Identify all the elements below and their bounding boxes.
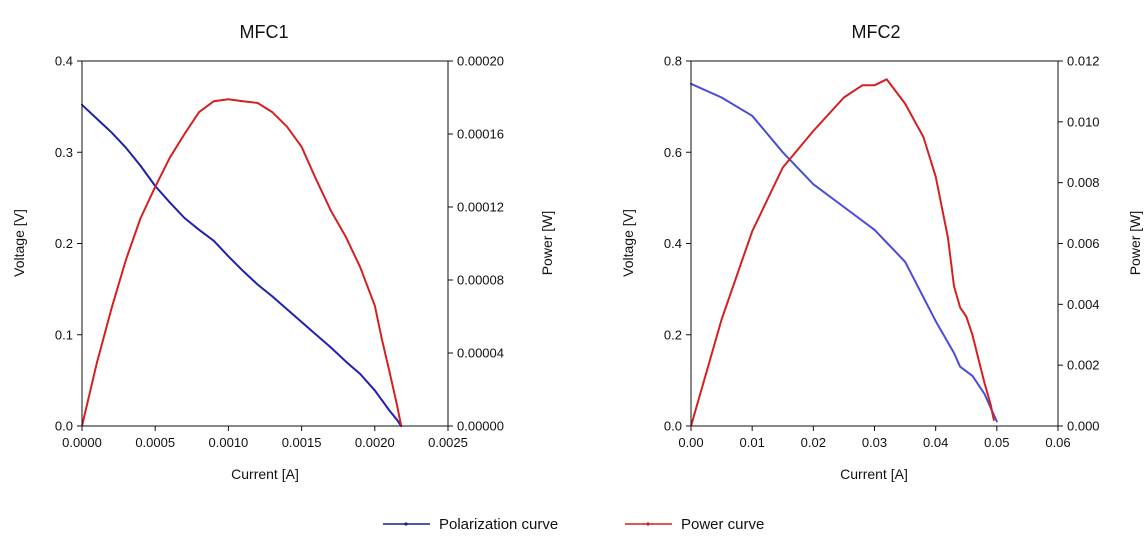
x-tick-label: 0.0015	[282, 435, 322, 450]
x-tick-label: 0.0025	[428, 435, 468, 450]
chart-title: MFC1	[240, 22, 289, 42]
plot-frame	[81, 60, 449, 427]
x-tick-label: 0.0005	[135, 435, 175, 450]
y2-tick-label: 0.010	[1067, 114, 1100, 129]
y-axis-label: Voltage [V]	[620, 209, 636, 277]
y2-axis-label: Power [W]	[1127, 211, 1143, 276]
y2-axis-label: Power [W]	[539, 211, 555, 276]
series-line-polarization-curve	[690, 82, 998, 423]
series-line-power-curve	[81, 98, 403, 427]
y-tick-label: 0.2	[55, 236, 73, 251]
y2-tick-label: 0.00008	[457, 273, 504, 288]
legend: Polarization curve Power curve	[383, 516, 764, 533]
y2-tick-label: 0.004	[1067, 297, 1100, 312]
y-tick-label: 0.1	[55, 327, 73, 342]
y2-tick-group: 0.00000 0.00004 0.00008 0.00012 0.00016 0.000…	[448, 54, 504, 434]
x-tick-label: 0.01	[740, 435, 765, 450]
y-tick-label: 0.0	[664, 419, 682, 434]
y-tick-label: 0.4	[664, 236, 682, 251]
y-tick-label: 0.6	[664, 145, 682, 160]
y-tick-group: 0.0 0.1 0.2 0.3 0.4	[55, 54, 82, 434]
x-tick-label: 0.03	[862, 435, 887, 450]
x-tick-label: 0.00	[678, 435, 703, 450]
chart-mfc2: MFC2 0.00 0.01 0.02 0.03 0.04 0.05 0.06 0.0 0.2…	[620, 22, 1143, 482]
legend-label-polarization: Polarization curve	[439, 516, 558, 533]
x-tick-label: 0.05	[984, 435, 1009, 450]
x-tick-label: 0.02	[801, 435, 826, 450]
legend-polarization-marker	[404, 522, 408, 526]
y-axis-label: Voltage [V]	[11, 209, 27, 277]
y2-tick-label: 0.00000	[457, 419, 504, 434]
y-tick-group: 0.0 0.2 0.4 0.6 0.8	[664, 54, 691, 434]
series-line-polarization-curve	[81, 103, 403, 427]
y-tick-label: 0.2	[664, 327, 682, 342]
x-tick-group: 0.0000 0.0005 0.0010 0.0015 0.0020 0.0025	[62, 426, 468, 450]
y2-tick-label: 0.00004	[457, 346, 504, 361]
y-tick-label: 0.0	[55, 419, 73, 434]
y-tick-label: 0.3	[55, 145, 73, 160]
chart-mfc1: MFC1 0.0000 0.0005 0.0010 0.0015 0.0020 0.002…	[11, 22, 555, 482]
x-tick-group: 0.00 0.01 0.02 0.03 0.04 0.05 0.06	[678, 426, 1071, 450]
x-tick-label: 0.0000	[62, 435, 102, 450]
legend-power-marker	[646, 522, 650, 526]
series-layer	[81, 98, 403, 427]
y2-tick-label: 0.00012	[457, 200, 504, 215]
y2-tick-label: 0.00016	[457, 127, 504, 142]
x-tick-label: 0.0010	[209, 435, 249, 450]
y2-tick-label: 0.000	[1067, 419, 1100, 434]
series-layer	[690, 78, 998, 427]
x-axis-label: Current [A]	[231, 466, 299, 482]
chart-title: MFC2	[852, 22, 901, 42]
plot-frame	[690, 60, 1059, 427]
legend-label-power: Power curve	[681, 516, 764, 533]
y2-tick-label: 0.002	[1067, 358, 1100, 373]
y-tick-label: 0.4	[55, 54, 73, 69]
x-axis-label: Current [A]	[840, 466, 908, 482]
y2-tick-group: 0.000 0.002 0.004 0.006 0.008 0.010 0.012	[1058, 54, 1100, 434]
x-tick-label: 0.04	[923, 435, 948, 450]
y2-tick-label: 0.008	[1067, 175, 1100, 190]
y2-tick-label: 0.012	[1067, 54, 1100, 69]
series-line-power-curve	[690, 78, 995, 427]
y2-tick-label: 0.006	[1067, 236, 1100, 251]
x-tick-label: 0.06	[1045, 435, 1070, 450]
y-tick-label: 0.8	[664, 54, 682, 69]
y2-tick-label: 0.00020	[457, 54, 504, 69]
x-tick-label: 0.0020	[355, 435, 395, 450]
